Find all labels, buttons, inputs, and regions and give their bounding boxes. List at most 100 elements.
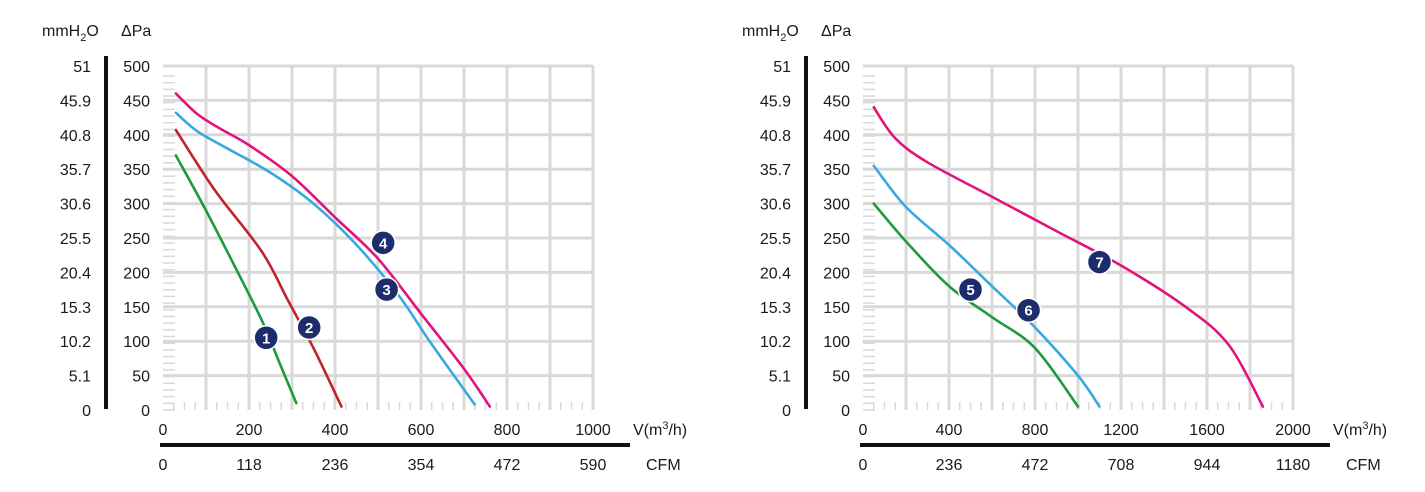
x-tick-m3h: 400	[936, 422, 963, 439]
x-tick-cfm: 472	[494, 457, 521, 474]
y-tick-mmh2o: 10.2	[60, 334, 91, 351]
y-tick-mmh2o: 30.6	[760, 197, 791, 214]
y-tick-pa: 350	[123, 162, 150, 179]
y-tick-pa: 300	[123, 197, 150, 214]
series-curve-2	[174, 128, 343, 408]
y-tick-mmh2o: 15.3	[760, 300, 791, 317]
y-tick-mmh2o: 40.8	[60, 128, 91, 145]
chart-1: mmH2O ΔPa 0 50 100 150 200 250 300 350 400 450 500 0 5…	[42, 23, 687, 474]
y-tick-pa: 400	[123, 128, 150, 145]
y-tick-pa: 500	[123, 59, 150, 76]
y-tick-pa: 250	[823, 231, 850, 248]
x-tick-m3h: 600	[408, 422, 435, 439]
y-axis-label-mmh2o: mmH2O	[742, 23, 799, 44]
y-tick-mmh2o: 20.4	[760, 265, 791, 282]
y-tick-pa: 450	[123, 93, 150, 110]
y-tick-pa: 200	[123, 265, 150, 282]
x-tick-m3h: 200	[236, 422, 263, 439]
y-tick-mmh2o: 25.5	[60, 231, 91, 248]
y-tick-mmh2o: 5.1	[769, 369, 791, 386]
y-tick-mmh2o: 10.2	[760, 334, 791, 351]
badge-label: 1	[262, 330, 270, 347]
y-tick-pa: 0	[841, 403, 850, 420]
x-tick-m3h: 1000	[575, 422, 611, 439]
curve-badge-5: 5	[957, 276, 984, 303]
curve-badge-1: 1	[253, 325, 279, 351]
y-tick-mmh2o: 0	[782, 403, 791, 420]
curve-badge-3: 3	[373, 276, 400, 303]
y-tick-mmh2o: 51	[73, 59, 91, 76]
x-tick-m3h: 1200	[1103, 422, 1139, 439]
badge-label: 6	[1024, 303, 1032, 320]
series-curve-1	[174, 154, 298, 405]
y-tick-pa: 150	[123, 300, 150, 317]
badge-label: 3	[382, 282, 390, 299]
badge-circle	[373, 276, 400, 303]
series-curve-5	[872, 202, 1080, 408]
y-tick-pa: 50	[832, 369, 850, 386]
badge-circle	[1015, 297, 1042, 323]
y-tick-mmh2o: 45.9	[60, 93, 91, 110]
curve-badge-2: 2	[296, 314, 322, 341]
x-tick-m3h: 800	[1022, 422, 1049, 439]
y-axis-bar	[804, 56, 808, 409]
y-axis-label-mmh2o: mmH2O	[42, 23, 99, 44]
y-tick-mmh2o: 40.8	[760, 128, 791, 145]
y-axis-label-pa: ΔPa	[821, 23, 851, 40]
x-tick-cfm: 944	[1194, 457, 1221, 474]
y-tick-mmh2o: 35.7	[60, 162, 91, 179]
series-curve-3	[174, 111, 477, 406]
x-tick-m3h: 1600	[1189, 422, 1225, 439]
series-curve-6	[872, 164, 1101, 408]
x-tick-m3h: 0	[859, 422, 868, 439]
y-tick-pa: 100	[823, 334, 850, 351]
badge-circle	[1086, 249, 1113, 275]
y-tick-pa: 400	[823, 128, 850, 145]
x-tick-cfm: 0	[859, 457, 868, 474]
x-tick-cfm: 708	[1108, 457, 1135, 474]
y-tick-pa: 50	[132, 369, 150, 386]
y-tick-mmh2o: 0	[82, 403, 91, 420]
y-tick-pa: 300	[823, 197, 850, 214]
x-axis-bar	[160, 443, 630, 447]
x-tick-cfm: 236	[322, 457, 349, 474]
x-tick-cfm: 354	[408, 457, 435, 474]
y-tick-mmh2o: 35.7	[760, 162, 791, 179]
x-tick-m3h: 800	[494, 422, 521, 439]
y-tick-pa: 0	[141, 403, 150, 420]
x-tick-cfm: 118	[236, 457, 262, 474]
x-tick-cfm: 590	[580, 457, 607, 474]
x-axis-label-cfm: CFM	[646, 457, 681, 474]
curve-badge-7: 7	[1086, 249, 1113, 275]
x-tick-cfm: 236	[936, 457, 963, 474]
x-axis-label-m3h: V(m3/h)	[633, 420, 687, 439]
y-tick-pa: 100	[123, 334, 150, 351]
y-tick-mmh2o: 5.1	[69, 369, 91, 386]
y-tick-mmh2o: 15.3	[60, 300, 91, 317]
y-tick-pa: 150	[823, 300, 850, 317]
badge-label: 4	[379, 235, 388, 252]
badge-circle	[296, 314, 322, 341]
y-tick-mmh2o: 20.4	[60, 265, 91, 282]
y-tick-pa: 500	[823, 59, 850, 76]
curve-badge-4: 4	[370, 230, 396, 256]
x-tick-cfm: 1180	[1276, 457, 1311, 474]
chart-2: mmH2O ΔPa05010015020025030035040045050005…	[742, 23, 1387, 474]
y-tick-pa: 350	[823, 162, 850, 179]
y-tick-mmh2o: 25.5	[760, 231, 791, 248]
x-tick-cfm: 472	[1022, 457, 1049, 474]
y-axis-bar	[104, 56, 108, 409]
badge-circle	[370, 230, 396, 256]
y-tick-pa: 250	[123, 231, 150, 248]
y-tick-mmh2o: 51	[773, 59, 791, 76]
y-tick-mmh2o: 30.6	[60, 197, 91, 214]
badge-circle	[957, 276, 984, 303]
x-tick-cfm: 0	[159, 457, 168, 474]
y-tick-pa: 200	[823, 265, 850, 282]
x-axis-label-m3h: V(m3/h)	[1333, 420, 1387, 439]
series-curve-7	[872, 105, 1265, 408]
y-axis-label-pa: ΔPa	[121, 23, 151, 40]
badge-circle	[253, 325, 279, 351]
series-curve-4	[174, 92, 492, 408]
